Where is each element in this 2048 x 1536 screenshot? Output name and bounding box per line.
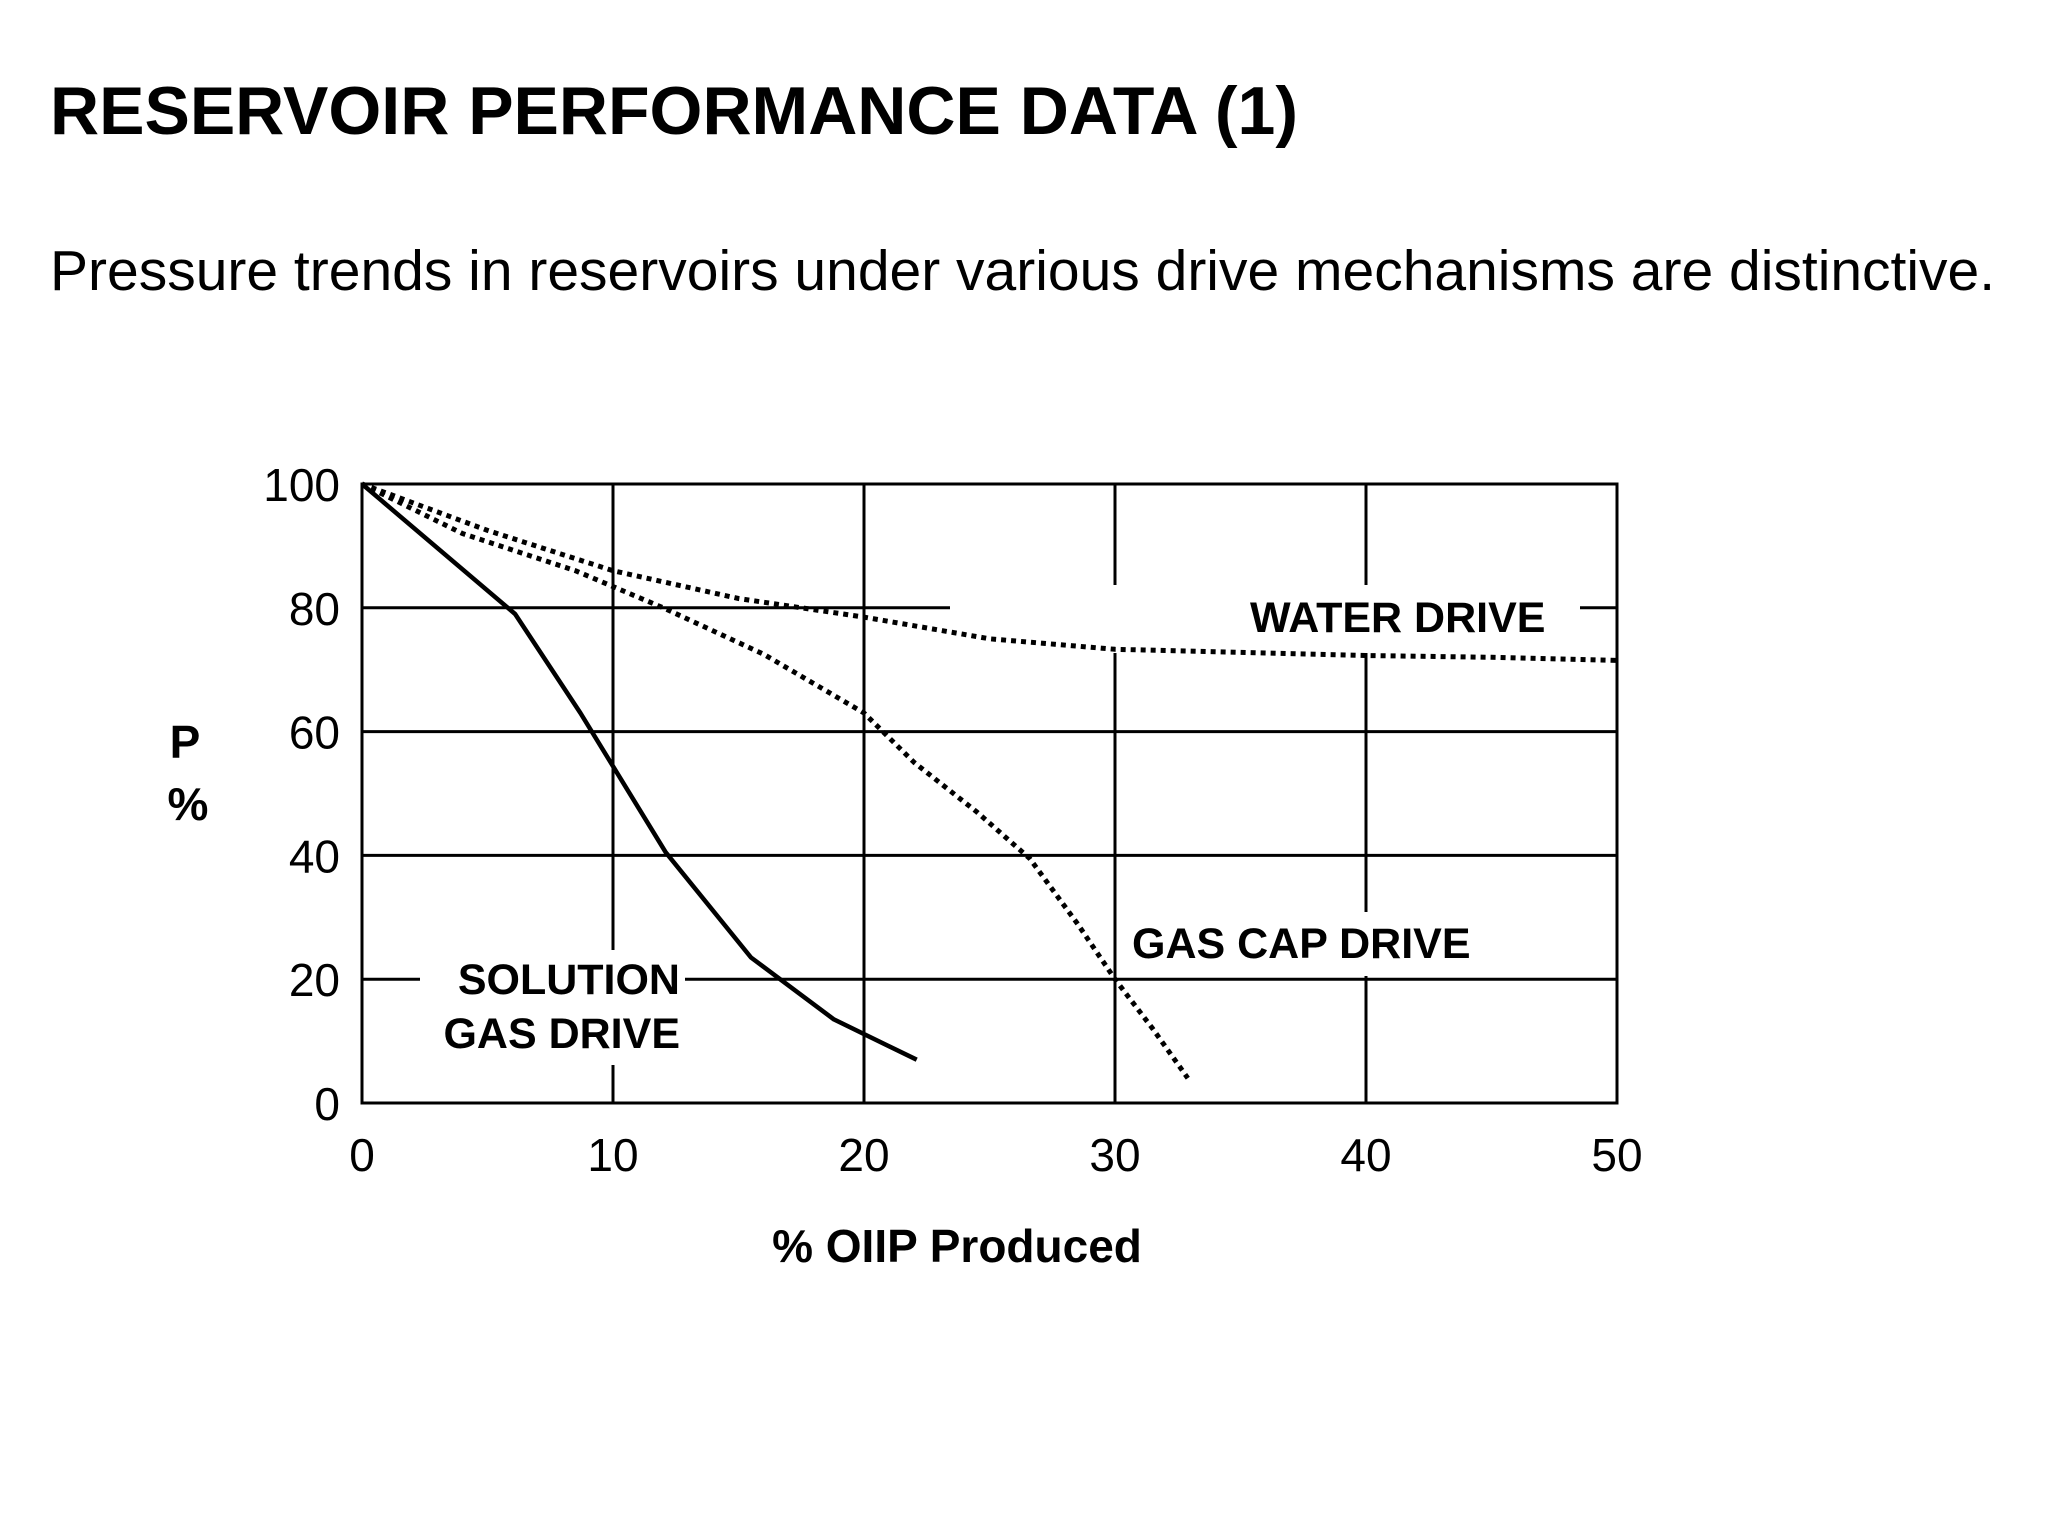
x-tick-label-50: 50 bbox=[1591, 1129, 1642, 1181]
x-tick-label-20: 20 bbox=[838, 1129, 889, 1181]
series-line-gas-cap-drive bbox=[360, 481, 1190, 1080]
solution-gas-drive-label-backdrop bbox=[420, 950, 685, 1065]
solution-gas-drive-label-line-2: GAS DRIVE bbox=[443, 1010, 680, 1058]
solution-gas-drive-label-line-1: SOLUTION bbox=[458, 956, 680, 1004]
x-tick-label-40: 40 bbox=[1340, 1129, 1391, 1181]
gas-cap-drive-label-backdrop bbox=[1120, 912, 1490, 976]
water-drive-label: WATER DRIVE bbox=[1250, 594, 1545, 642]
x-tick-label-0: 0 bbox=[349, 1129, 375, 1181]
y-axis-label-line-2: % bbox=[168, 778, 209, 830]
y-tick-label-60: 60 bbox=[289, 707, 340, 759]
plot-frame bbox=[360, 482, 1619, 1105]
water-drive-label-backdrop bbox=[950, 585, 1580, 653]
tick-layer: 0 20 40 60 80 100 0 10 20 30 40 50 bbox=[263, 459, 1642, 1181]
series-line-water-drive bbox=[361, 481, 1618, 663]
series-layer bbox=[360, 481, 1618, 1080]
x-tick-label-10: 10 bbox=[587, 1129, 638, 1181]
y-tick-label-40: 40 bbox=[289, 830, 340, 882]
y-axis-label-line-1: P bbox=[170, 716, 201, 768]
page-subtitle: Pressure trends in reservoirs under vari… bbox=[50, 239, 1996, 303]
gas-cap-drive-label: GAS CAP DRIVE bbox=[1132, 920, 1471, 968]
x-axis-label: % OIIP Produced bbox=[772, 1220, 1142, 1272]
y-tick-label-100: 100 bbox=[263, 459, 340, 511]
series-line-solution-gas-drive bbox=[360, 482, 918, 1062]
x-tick-label-30: 30 bbox=[1089, 1129, 1140, 1181]
y-tick-label-0: 0 bbox=[314, 1078, 340, 1130]
page-title: RESERVOIR PERFORMANCE DATA (1) bbox=[50, 73, 1299, 149]
y-tick-label-80: 80 bbox=[289, 583, 340, 635]
y-tick-label-20: 20 bbox=[289, 954, 340, 1006]
